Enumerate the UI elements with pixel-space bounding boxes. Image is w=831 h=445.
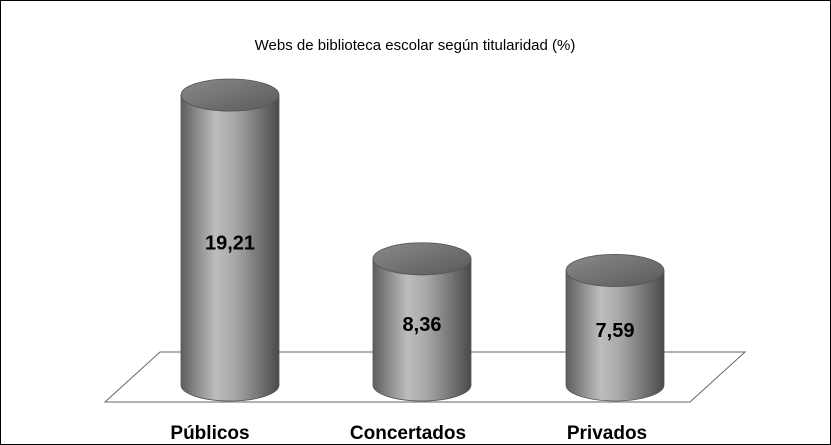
value-label: 19,21 <box>205 232 255 254</box>
bar-top <box>180 78 280 112</box>
value-label: 7,59 <box>596 320 635 342</box>
x-tick-label: Concertados <box>350 423 466 444</box>
value-label: 8,36 <box>403 314 442 336</box>
bar-top <box>565 254 665 287</box>
x-tick-label: Privados <box>567 423 647 444</box>
chart-title: Webs de biblioteca escolar según titular… <box>255 37 576 54</box>
x-tick-label: Públicos <box>170 423 249 444</box>
bar-top <box>372 242 472 276</box>
